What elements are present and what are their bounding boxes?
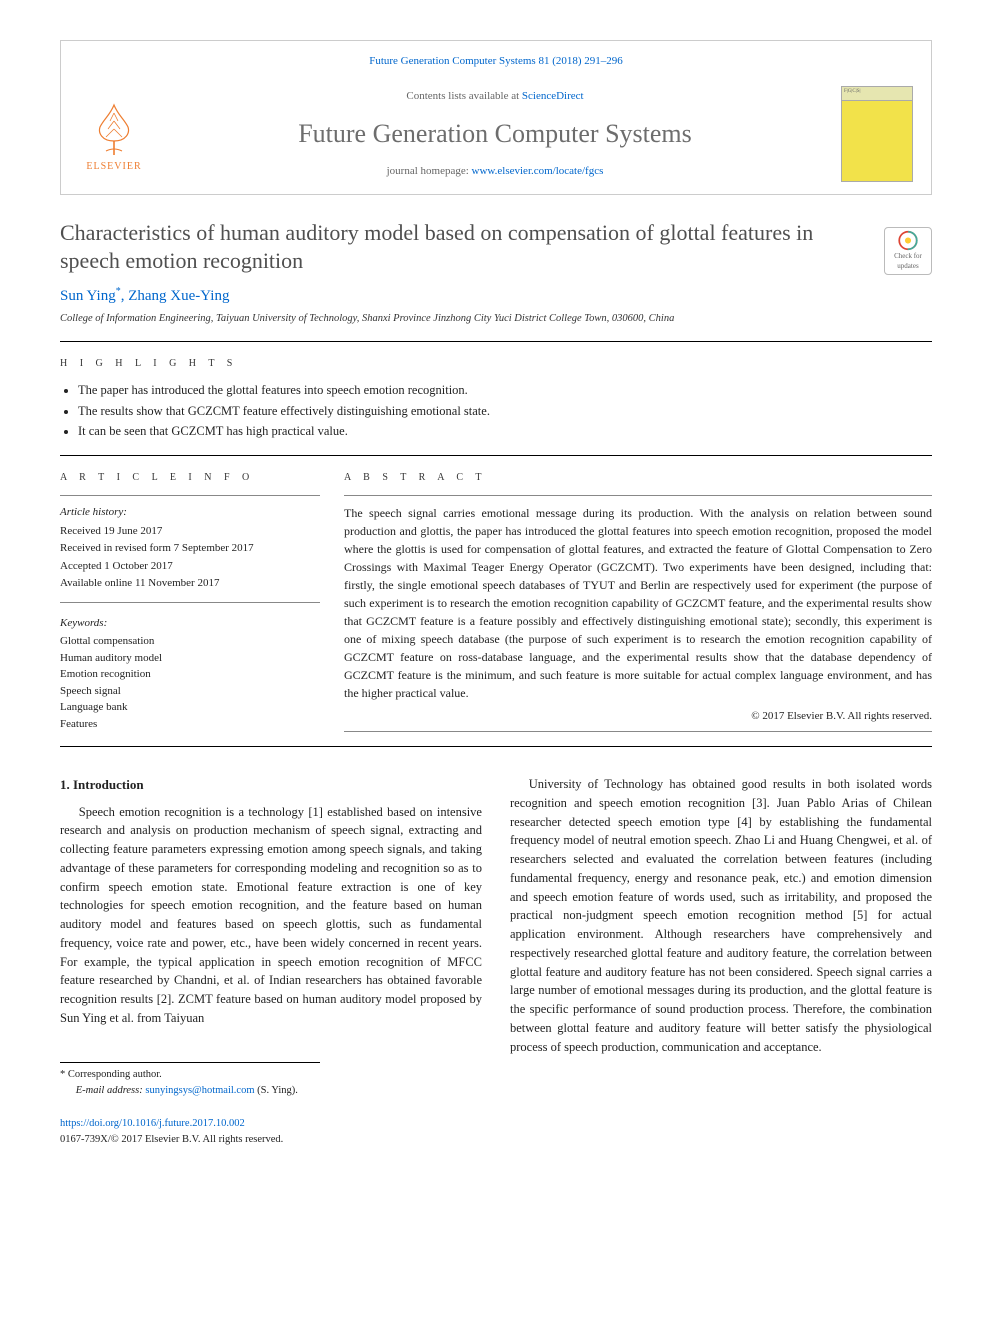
keyword: Emotion recognition	[60, 666, 320, 683]
abstract-copyright: © 2017 Elsevier B.V. All rights reserved…	[344, 708, 932, 725]
article-info-label: a r t i c l e i n f o	[60, 470, 320, 485]
elsevier-tree-icon	[90, 101, 138, 159]
divider	[60, 341, 932, 342]
body-paragraph: Speech emotion recognition is a technolo…	[60, 803, 482, 1028]
check-updates-badge[interactable]: Check for updates	[884, 227, 932, 275]
publisher-logo: ELSEVIER	[79, 94, 149, 174]
divider	[60, 602, 320, 603]
masthead-banner: Future Generation Computer Systems 81 (2…	[60, 40, 932, 195]
email-link[interactable]: sunyingsys@hotmail.com	[145, 1085, 254, 1096]
highlight-item: It can be seen that GCZCMT has high prac…	[78, 422, 932, 441]
history-head: Article history:	[60, 504, 320, 521]
keyword: Features	[60, 716, 320, 733]
email-line: E-mail address: sunyingsys@hotmail.com (…	[60, 1083, 320, 1099]
divider	[60, 455, 932, 456]
footnotes: * Corresponding author. E-mail address: …	[60, 1062, 320, 1100]
abstract-text: The speech signal carries emotional mess…	[344, 504, 932, 702]
masthead-row: ELSEVIER Contents lists available at Sci…	[79, 86, 913, 182]
keyword: Human auditory model	[60, 650, 320, 667]
history-line: Received 19 June 2017	[60, 523, 320, 540]
cover-top-text: F|G|C|S|	[842, 87, 912, 101]
contents-line: Contents lists available at ScienceDirec…	[149, 88, 841, 105]
masthead-center: Contents lists available at ScienceDirec…	[149, 88, 841, 180]
history-line: Received in revised form 7 September 201…	[60, 540, 320, 557]
abstract-label: a b s t r a c t	[344, 470, 932, 485]
highlight-item: The results show that GCZCMT feature eff…	[78, 402, 932, 421]
keyword: Language bank	[60, 699, 320, 716]
journal-cover-thumbnail: F|G|C|S|	[841, 86, 913, 182]
journal-title: Future Generation Computer Systems	[149, 114, 841, 153]
article-header: Characteristics of human auditory model …	[60, 219, 932, 327]
keyword: Speech signal	[60, 683, 320, 700]
email-tail: (S. Ying).	[255, 1085, 298, 1096]
homepage-prefix: journal homepage:	[387, 165, 472, 177]
cover-body	[842, 101, 912, 181]
email-label: E-mail address:	[76, 1085, 146, 1096]
homepage-line: journal homepage: www.elsevier.com/locat…	[149, 163, 841, 180]
homepage-link[interactable]: www.elsevier.com/locate/fgcs	[472, 165, 604, 177]
affiliation: College of Information Engineering, Taiy…	[60, 311, 932, 327]
publisher-name: ELSEVIER	[86, 159, 141, 174]
authors-line: Sun Ying*, Zhang Xue-Ying	[60, 284, 932, 308]
abstract-column: a b s t r a c t The speech signal carrie…	[344, 460, 932, 732]
citation-line: Future Generation Computer Systems 81 (2…	[79, 53, 913, 70]
info-abstract-row: a r t i c l e i n f o Article history: R…	[60, 460, 932, 732]
check-updates-text: Check for updates	[887, 251, 929, 272]
keywords-head: Keywords:	[60, 615, 320, 632]
divider	[344, 495, 932, 496]
article-info-column: a r t i c l e i n f o Article history: R…	[60, 460, 320, 732]
doi-link[interactable]: https://doi.org/10.1016/j.future.2017.10…	[60, 1118, 245, 1129]
page-footer: https://doi.org/10.1016/j.future.2017.10…	[60, 1116, 932, 1148]
author-2-link[interactable]: Zhang Xue-Ying	[128, 288, 229, 304]
highlights-section: h i g h l i g h t s The paper has introd…	[60, 356, 932, 441]
article-title: Characteristics of human auditory model …	[60, 219, 840, 276]
divider	[60, 746, 932, 747]
crossmark-icon	[897, 230, 919, 251]
divider	[344, 731, 932, 732]
highlight-item: The paper has introduced the glottal fea…	[78, 381, 932, 400]
highlights-label: h i g h l i g h t s	[60, 356, 932, 371]
keyword: Glottal compensation	[60, 633, 320, 650]
corresponding-author-note: * Corresponding author.	[60, 1067, 320, 1083]
body-paragraph: University of Technology has obtained go…	[510, 775, 932, 1056]
sciencedirect-link[interactable]: ScienceDirect	[522, 90, 584, 102]
history-line: Accepted 1 October 2017	[60, 558, 320, 575]
highlights-list: The paper has introduced the glottal fea…	[60, 381, 932, 441]
history-line: Available online 11 November 2017	[60, 575, 320, 592]
issn-line: 0167-739X/© 2017 Elsevier B.V. All right…	[60, 1132, 932, 1148]
section-heading: 1. Introduction	[60, 775, 482, 795]
article-body: 1. Introduction Speech emotion recogniti…	[60, 775, 932, 1100]
author-1-link[interactable]: Sun Ying	[60, 288, 116, 304]
divider	[60, 495, 320, 496]
contents-prefix: Contents lists available at	[406, 90, 521, 102]
